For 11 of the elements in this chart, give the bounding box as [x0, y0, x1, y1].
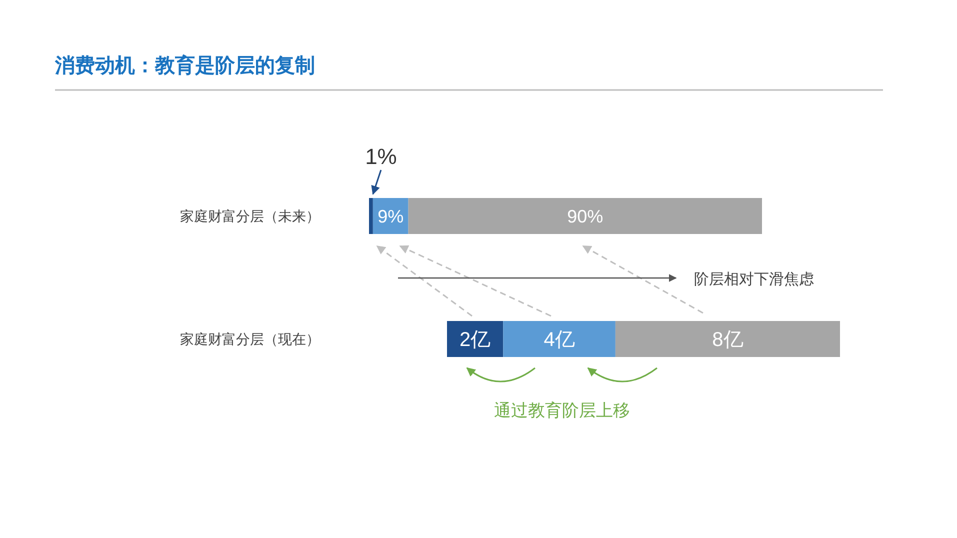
data-label: 2亿	[460, 329, 491, 352]
text: 消费动机：教育是阶层的复制	[54, 54, 315, 77]
data-label: 9%	[378, 206, 404, 226]
data-label: 90%	[567, 206, 604, 226]
data-label: 1%	[365, 144, 397, 169]
data-label: 8亿	[712, 329, 744, 352]
data-label: 4亿	[544, 329, 575, 352]
y-tick-label: 家庭财富分层（未来）	[180, 208, 320, 224]
y-tick-label: 家庭财富分层（现在）	[180, 331, 320, 347]
text: 阶层相对下滑焦虑	[694, 271, 814, 288]
text: 通过教育阶层上移	[494, 401, 630, 420]
